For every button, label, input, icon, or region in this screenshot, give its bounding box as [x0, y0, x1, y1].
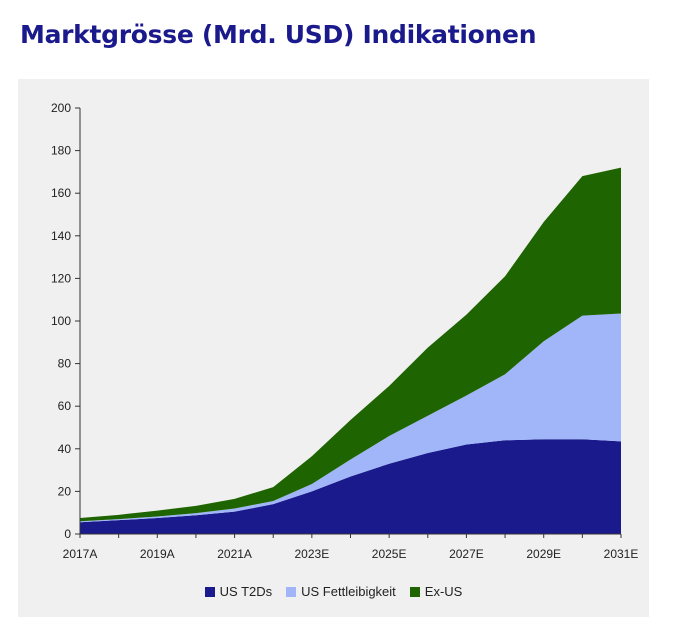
legend-label: US Fettleibigkeit: [301, 584, 396, 599]
area-series-3: [80, 167, 621, 522]
legend-item: US T2Ds: [204, 584, 273, 599]
area-chart: 0 20 40 60 80 100 120 140 160 180 200 2017A 2019A 202…: [51, 101, 639, 561]
y-tick-label: 80: [58, 357, 72, 371]
y-tick-label: 180: [51, 144, 71, 158]
x-tick-label: 2019A: [140, 547, 175, 561]
y-tick-label: 60: [58, 399, 72, 413]
legend-item: US Fettleibigkeit: [286, 584, 396, 599]
y-tick-label: 140: [51, 229, 71, 243]
legend-swatch: [204, 586, 215, 597]
legend-swatch: [409, 586, 420, 597]
legend-swatch: [286, 586, 297, 597]
y-tick-label: 160: [51, 186, 71, 200]
y-tick-label: 200: [51, 101, 71, 115]
chart-title: Marktgrösse (Mrd. USD) Indikationen: [20, 20, 537, 49]
area-series-2: [80, 313, 621, 523]
x-tick-label: 2025E: [372, 547, 407, 561]
chart-legend: US T2Ds US Fettleibigkeit Ex-US: [18, 584, 649, 599]
area-series-1: [80, 439, 621, 534]
y-tick-label: 120: [51, 271, 71, 285]
x-tick-label: 2017A: [63, 547, 98, 561]
legend-label: Ex-US: [424, 584, 463, 599]
y-tick-label: 40: [58, 442, 72, 456]
y-tick-label: 100: [51, 314, 71, 328]
y-tick-label: 20: [58, 484, 72, 498]
x-tick-label: 2031E: [604, 547, 639, 561]
legend-item: Ex-US: [409, 584, 463, 599]
chart-panel: 0 20 40 60 80 100 120 140 160 180 200 2017A 2019A 202…: [18, 79, 649, 617]
y-tick-label: 0: [64, 527, 71, 541]
x-tick-label: 2021A: [217, 547, 252, 561]
x-tick-label: 2027E: [449, 547, 484, 561]
x-tick-label: 2023E: [295, 547, 330, 561]
legend-label: US T2Ds: [219, 584, 273, 599]
x-tick-label: 2029E: [526, 547, 561, 561]
